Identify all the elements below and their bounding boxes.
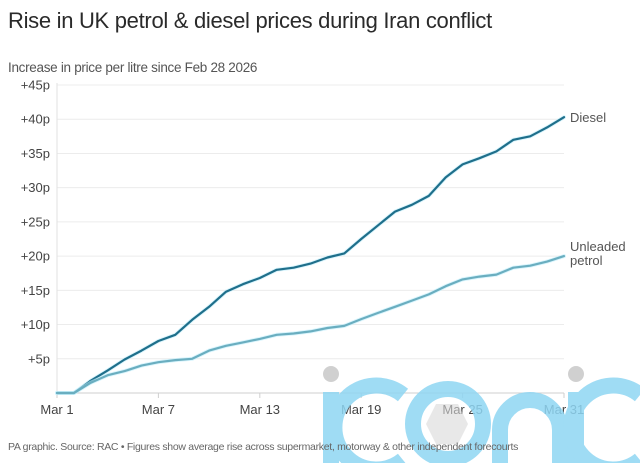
x-tick-label: Mar 19	[341, 402, 381, 417]
series-label: Diesel	[570, 110, 606, 125]
series-line-diesel	[55, 116, 566, 395]
y-axis: +5p +10p +15p +20p +25p +30p +35p +40p +45p	[21, 78, 58, 393]
x-tick-label: Mar 25	[442, 402, 482, 417]
y-tick-label: +40p	[21, 112, 50, 127]
chart-footer: PA graphic. Source: RAC • Figures show a…	[8, 441, 519, 453]
y-tick-label: +45p	[21, 78, 50, 93]
y-tick-label: +20p	[21, 249, 50, 264]
series-label: Unleaded	[570, 239, 626, 254]
gridlines	[57, 84, 564, 360]
chart-subtitle: Increase in price per litre since Feb 28…	[8, 60, 258, 75]
x-axis: Mar 1 Mar 7 Mar 13 Mar 19 Mar 25 Mar 31	[40, 392, 584, 417]
chart-title: Rise in UK petrol & diesel prices during…	[8, 8, 492, 33]
y-tick-label: +25p	[21, 214, 50, 229]
x-tick-label: Mar 31	[544, 402, 584, 417]
x-tick-label: Mar 1	[40, 402, 73, 417]
y-tick-label: +15p	[21, 283, 50, 298]
y-tick-label: +35p	[21, 146, 50, 161]
y-tick-label: +10p	[21, 317, 50, 332]
series-line-glow	[55, 115, 566, 395]
y-tick-label: +5p	[28, 351, 50, 366]
y-tick-label: +30p	[21, 180, 50, 195]
x-tick-label: Mar 7	[142, 402, 175, 417]
series-label: petrol	[570, 253, 603, 268]
x-tick-label: Mar 13	[240, 402, 280, 417]
series-lines	[55, 115, 566, 395]
